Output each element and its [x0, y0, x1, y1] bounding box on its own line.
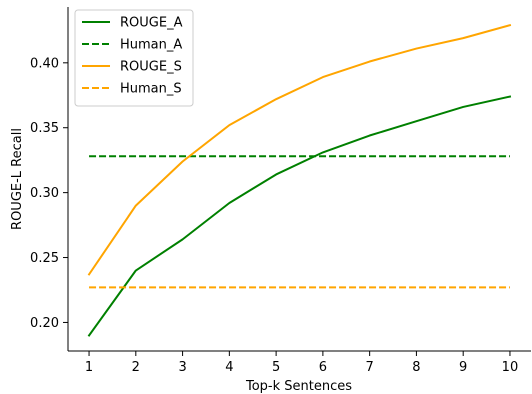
legend-box — [74, 9, 194, 107]
x-tick-label: 4 — [225, 360, 233, 375]
y-tick-label: 0.40 — [30, 56, 59, 71]
y-axis-label: ROUGE-L Recall — [10, 128, 25, 230]
series-line-rouge-a — [87, 95, 512, 337]
x-tick-label: 1 — [85, 360, 93, 375]
x-tick-label: 7 — [366, 360, 374, 375]
y-tick-label: 0.25 — [30, 251, 59, 266]
y-tick-label: 0.20 — [30, 316, 59, 331]
series-line-rouge-s — [87, 23, 512, 276]
x-axis-label: Top-k Sentences — [245, 379, 352, 394]
x-tick-label: 9 — [459, 360, 467, 375]
legend: ROUGE_A Human_A ROUGE_S Human_S — [74, 9, 194, 107]
x-tick-label: 2 — [132, 360, 140, 375]
x-ticks: 1 2 3 4 5 6 7 8 9 10 — [85, 351, 518, 375]
y-ticks: 0.20 0.25 0.30 0.35 0.40 — [30, 56, 68, 331]
legend-label: ROUGE_A — [120, 16, 183, 31]
x-tick-label: 5 — [272, 360, 280, 375]
plot-lines — [87, 23, 512, 337]
y-tick-label: 0.30 — [30, 186, 59, 201]
y-tick-label: 0.35 — [30, 121, 59, 136]
x-tick-label: 3 — [178, 360, 186, 375]
legend-label: Human_S — [120, 82, 182, 97]
x-tick-label: 8 — [412, 360, 420, 375]
legend-label: Human_A — [120, 38, 182, 53]
x-tick-label: 10 — [502, 360, 519, 375]
legend-label: ROUGE_S — [120, 60, 182, 75]
axes — [67, 7, 531, 352]
x-tick-label: 6 — [319, 360, 327, 375]
